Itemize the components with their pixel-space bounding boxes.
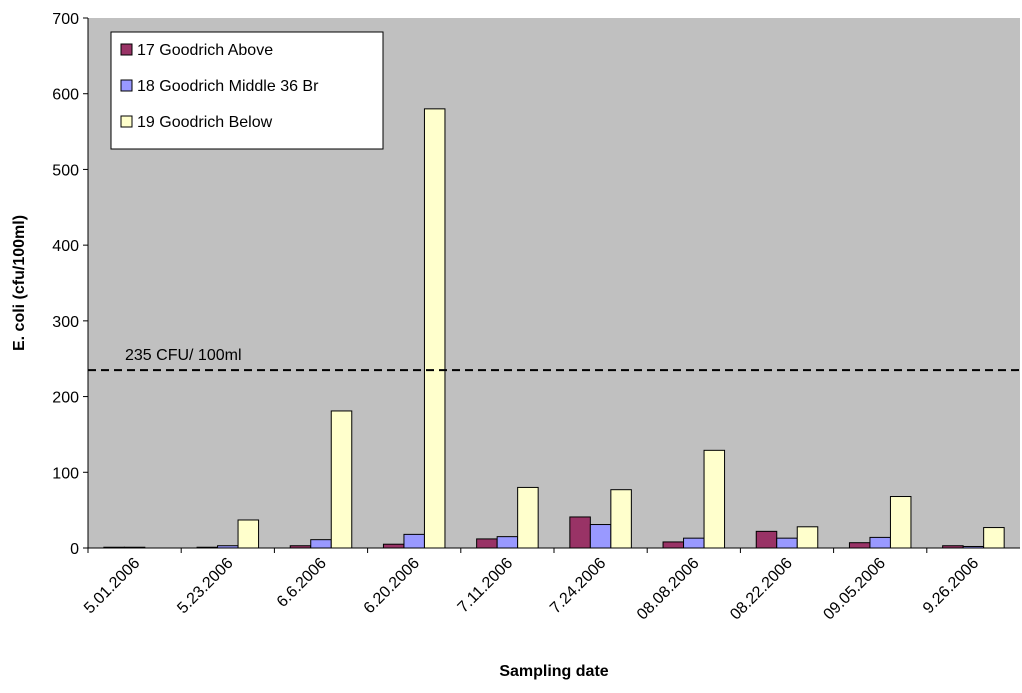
x-tick-label: 08.08.2006 — [634, 555, 703, 624]
legend-swatch — [120, 115, 133, 128]
legend-label: 19 Goodrich Below — [137, 114, 273, 131]
y-tick-label: 100 — [52, 465, 79, 482]
y-axis-label: E. coli (cfu/100ml) — [11, 215, 28, 351]
bar — [662, 541, 685, 549]
x-tick-label: 5.01.2006 — [81, 555, 143, 617]
x-tick-label: 7.11.2006 — [455, 555, 517, 617]
x-tick-label: 09.05.2006 — [820, 555, 889, 624]
legend-swatch — [120, 43, 133, 56]
bar — [983, 527, 1005, 549]
legend-label: 17 Goodrich Above — [137, 42, 273, 59]
bar — [869, 536, 891, 549]
legend-box — [110, 31, 384, 150]
y-tick-label: 700 — [52, 11, 79, 28]
x-tick-label: 6.6.2006 — [274, 555, 330, 611]
bar — [403, 533, 425, 549]
bar — [848, 542, 871, 549]
x-tick-label: 9.26.2006 — [920, 555, 982, 617]
bar — [330, 410, 353, 549]
y-tick-label: 600 — [52, 87, 79, 104]
bar — [610, 489, 632, 549]
bar — [569, 516, 591, 549]
y-tick-label: 400 — [52, 238, 79, 255]
bar — [517, 486, 539, 549]
y-tick-label: 300 — [52, 314, 79, 331]
y-tick-label: 200 — [52, 390, 79, 407]
bar — [683, 537, 705, 549]
bar — [589, 524, 612, 549]
x-tick-label: 08.22.2006 — [727, 555, 796, 624]
bar — [476, 538, 498, 549]
reference-label: 235 CFU/ 100ml — [125, 347, 242, 364]
bar — [382, 543, 405, 549]
x-axis-label: Sampling date — [499, 663, 608, 680]
legend-label: 18 Goodrich Middle 36 Br — [137, 78, 319, 95]
bar — [776, 537, 798, 549]
bar — [237, 519, 260, 549]
bar — [889, 496, 912, 549]
x-tick-label: 7.24.2006 — [547, 555, 609, 617]
bar — [423, 108, 446, 549]
bar — [755, 530, 778, 549]
legend-swatch — [120, 79, 133, 92]
y-tick-label: 0 — [70, 541, 79, 558]
bar — [310, 539, 332, 549]
bar — [496, 536, 519, 549]
x-tick-label: 6.20.2006 — [361, 555, 423, 617]
bar — [796, 526, 819, 549]
x-tick-label: 5.23.2006 — [174, 555, 236, 617]
bar — [703, 449, 726, 549]
y-tick-label: 500 — [52, 162, 79, 179]
